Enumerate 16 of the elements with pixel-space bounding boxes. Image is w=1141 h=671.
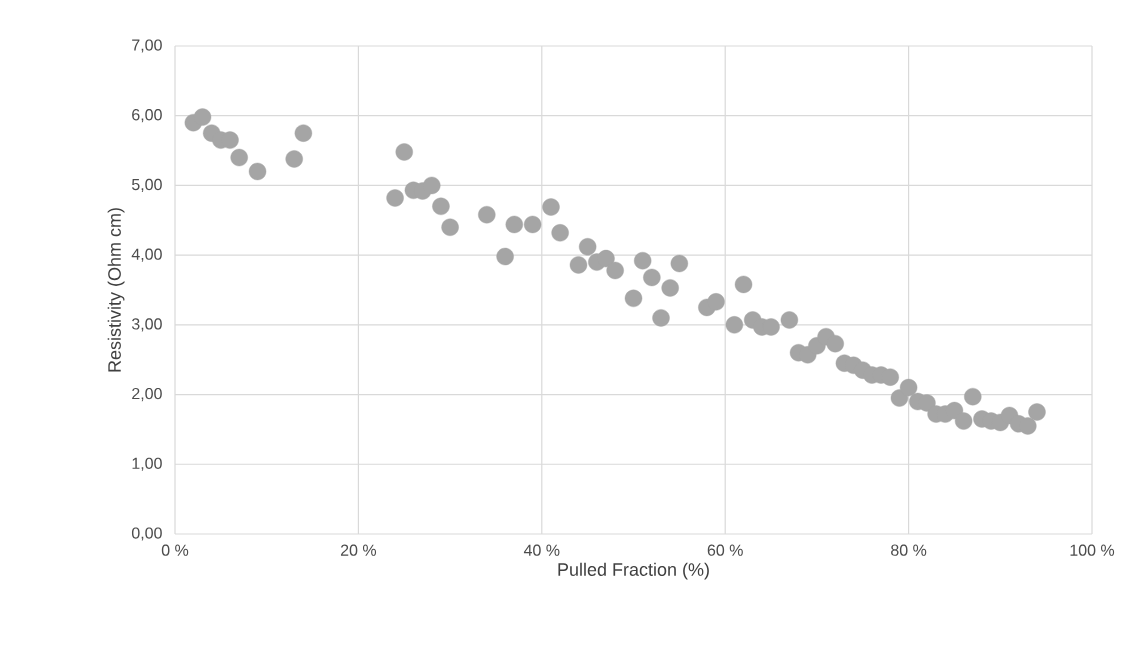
y-tick-label: 4,00 <box>131 248 162 262</box>
x-tick-label: 80 % <box>891 544 927 556</box>
y-tick-label: 2,00 <box>132 387 162 402</box>
x-tick-label: 40 % <box>523 544 560 556</box>
x-tick-label: 20 % <box>340 544 377 556</box>
y-axis-title: Resistivity (Ohm cm) <box>107 208 125 372</box>
y-tick-label: 0,00 <box>131 527 162 541</box>
x-tick-label: 60 % <box>707 544 743 556</box>
y-tick-label: 6,00 <box>132 109 162 123</box>
y-tick-label: 7,00 <box>132 39 162 53</box>
y-tick-label: 3,00 <box>131 318 162 332</box>
x-tick-label: 0 % <box>161 544 189 556</box>
x-tick-label: 100 % <box>1070 544 1115 556</box>
y-tick-label: 5,00 <box>131 178 162 193</box>
x-axis-title: Pulled Fraction (%) <box>558 562 709 580</box>
y-tick-label: 1,00 <box>132 457 162 471</box>
